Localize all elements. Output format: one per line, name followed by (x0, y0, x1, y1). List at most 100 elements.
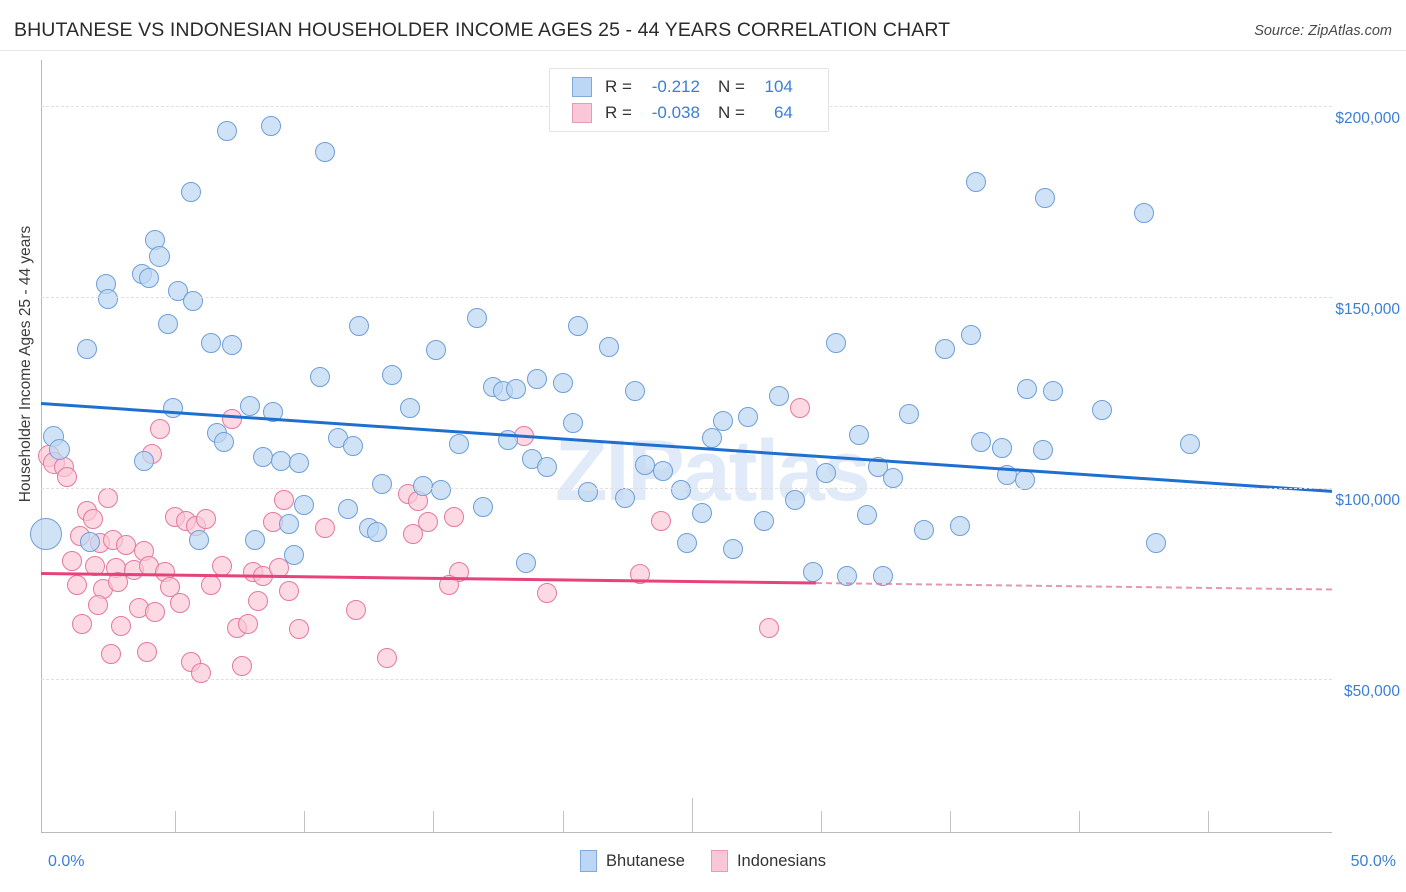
scatter-point[interactable] (402, 523, 423, 544)
legend-item-bhutanese[interactable]: Bhutanese (580, 850, 685, 872)
scatter-point[interactable] (418, 512, 439, 533)
scatter-point[interactable] (914, 520, 935, 541)
scatter-point[interactable] (111, 615, 132, 636)
scatter-point[interactable] (650, 510, 671, 531)
scatter-point[interactable] (134, 451, 155, 472)
scatter-point[interactable] (245, 529, 266, 550)
scatter-point[interactable] (338, 499, 359, 520)
scatter-point[interactable] (188, 529, 209, 550)
scatter-point[interactable] (991, 437, 1012, 458)
scatter-point[interactable] (516, 552, 537, 573)
scatter-point[interactable] (201, 332, 222, 353)
scatter-point[interactable] (371, 474, 392, 495)
scatter-point[interactable] (753, 510, 774, 531)
scatter-point[interactable] (294, 495, 315, 516)
scatter-point[interactable] (934, 338, 955, 359)
scatter-point[interactable] (950, 516, 971, 537)
scatter-point[interactable] (278, 514, 299, 535)
scatter-point[interactable] (214, 432, 235, 453)
scatter-point[interactable] (537, 457, 558, 478)
scatter-point[interactable] (1014, 470, 1035, 491)
scatter-point[interactable] (578, 481, 599, 502)
scatter-point[interactable] (867, 457, 888, 478)
scatter-point[interactable] (815, 462, 836, 483)
scatter-point[interactable] (273, 489, 294, 510)
scatter-point[interactable] (98, 487, 119, 508)
scatter-point[interactable] (240, 395, 261, 416)
scatter-point[interactable] (506, 378, 527, 399)
scatter-point[interactable] (144, 602, 165, 623)
scatter-point[interactable] (162, 397, 183, 418)
scatter-point[interactable] (82, 508, 103, 529)
scatter-point[interactable] (260, 115, 281, 136)
scatter-point[interactable] (1133, 202, 1154, 223)
scatter-point[interactable] (653, 460, 674, 481)
scatter-point[interactable] (426, 340, 447, 361)
scatter-point[interactable] (149, 246, 171, 268)
scatter-point[interactable] (970, 432, 991, 453)
scatter-point[interactable] (48, 439, 70, 461)
scatter-point[interactable] (769, 386, 790, 407)
scatter-point[interactable] (366, 521, 387, 542)
scatter-point[interactable] (1092, 399, 1113, 420)
scatter-point[interactable] (413, 476, 434, 497)
scatter-point[interactable] (1035, 187, 1056, 208)
scatter-point[interactable] (400, 397, 421, 418)
scatter-point[interactable] (278, 581, 299, 602)
scatter-point[interactable] (671, 479, 692, 500)
scatter-point[interactable] (268, 558, 289, 579)
scatter-point[interactable] (116, 535, 137, 556)
scatter-point[interactable] (348, 315, 369, 336)
scatter-point[interactable] (263, 401, 284, 422)
scatter-point[interactable] (191, 663, 212, 684)
scatter-point[interactable] (77, 338, 98, 359)
scatter-point[interactable] (346, 600, 366, 621)
scatter-point[interactable] (315, 141, 336, 162)
scatter-point[interactable] (857, 504, 878, 525)
scatter-point[interactable] (898, 403, 919, 424)
scatter-point[interactable] (960, 325, 981, 346)
scatter-point[interactable] (232, 655, 253, 676)
scatter-point[interactable] (526, 369, 547, 390)
scatter-point[interactable] (614, 487, 635, 508)
scatter-point[interactable] (98, 288, 119, 309)
scatter-point[interactable] (431, 479, 452, 500)
scatter-point[interactable] (309, 367, 330, 388)
scatter-point[interactable] (157, 313, 178, 334)
scatter-point[interactable] (1017, 378, 1038, 399)
scatter-point[interactable] (72, 613, 93, 634)
scatter-point[interactable] (498, 430, 519, 451)
scatter-point[interactable] (284, 544, 305, 565)
scatter-point[interactable] (836, 565, 857, 586)
scatter-point[interactable] (537, 583, 558, 604)
scatter-point[interactable] (759, 617, 780, 638)
scatter-point[interactable] (624, 380, 645, 401)
scatter-point[interactable] (61, 550, 82, 571)
scatter-point[interactable] (562, 413, 583, 434)
scatter-point[interactable] (80, 531, 101, 552)
scatter-point[interactable] (382, 365, 403, 386)
scatter-point[interactable] (472, 497, 493, 518)
scatter-point[interactable] (108, 571, 129, 592)
scatter-point[interactable] (222, 334, 243, 355)
scatter-point[interactable] (247, 590, 268, 611)
scatter-point[interactable] (343, 436, 364, 456)
scatter-point[interactable] (438, 575, 459, 596)
scatter-point[interactable] (222, 409, 243, 430)
scatter-point[interactable] (160, 577, 181, 598)
scatter-point[interactable] (100, 644, 121, 665)
scatter-point[interactable] (1043, 380, 1064, 401)
scatter-point[interactable] (691, 502, 712, 523)
scatter-point[interactable] (271, 451, 292, 472)
scatter-point[interactable] (85, 556, 106, 577)
scatter-point[interactable] (738, 407, 759, 428)
scatter-point[interactable] (211, 556, 232, 577)
scatter-point[interactable] (180, 181, 201, 202)
scatter-point[interactable] (872, 565, 893, 586)
scatter-point[interactable] (56, 466, 77, 487)
scatter-point[interactable] (201, 575, 222, 596)
scatter-point[interactable] (883, 468, 904, 489)
scatter-point[interactable] (568, 315, 589, 336)
scatter-point[interactable] (315, 518, 336, 539)
scatter-point[interactable] (136, 642, 157, 663)
